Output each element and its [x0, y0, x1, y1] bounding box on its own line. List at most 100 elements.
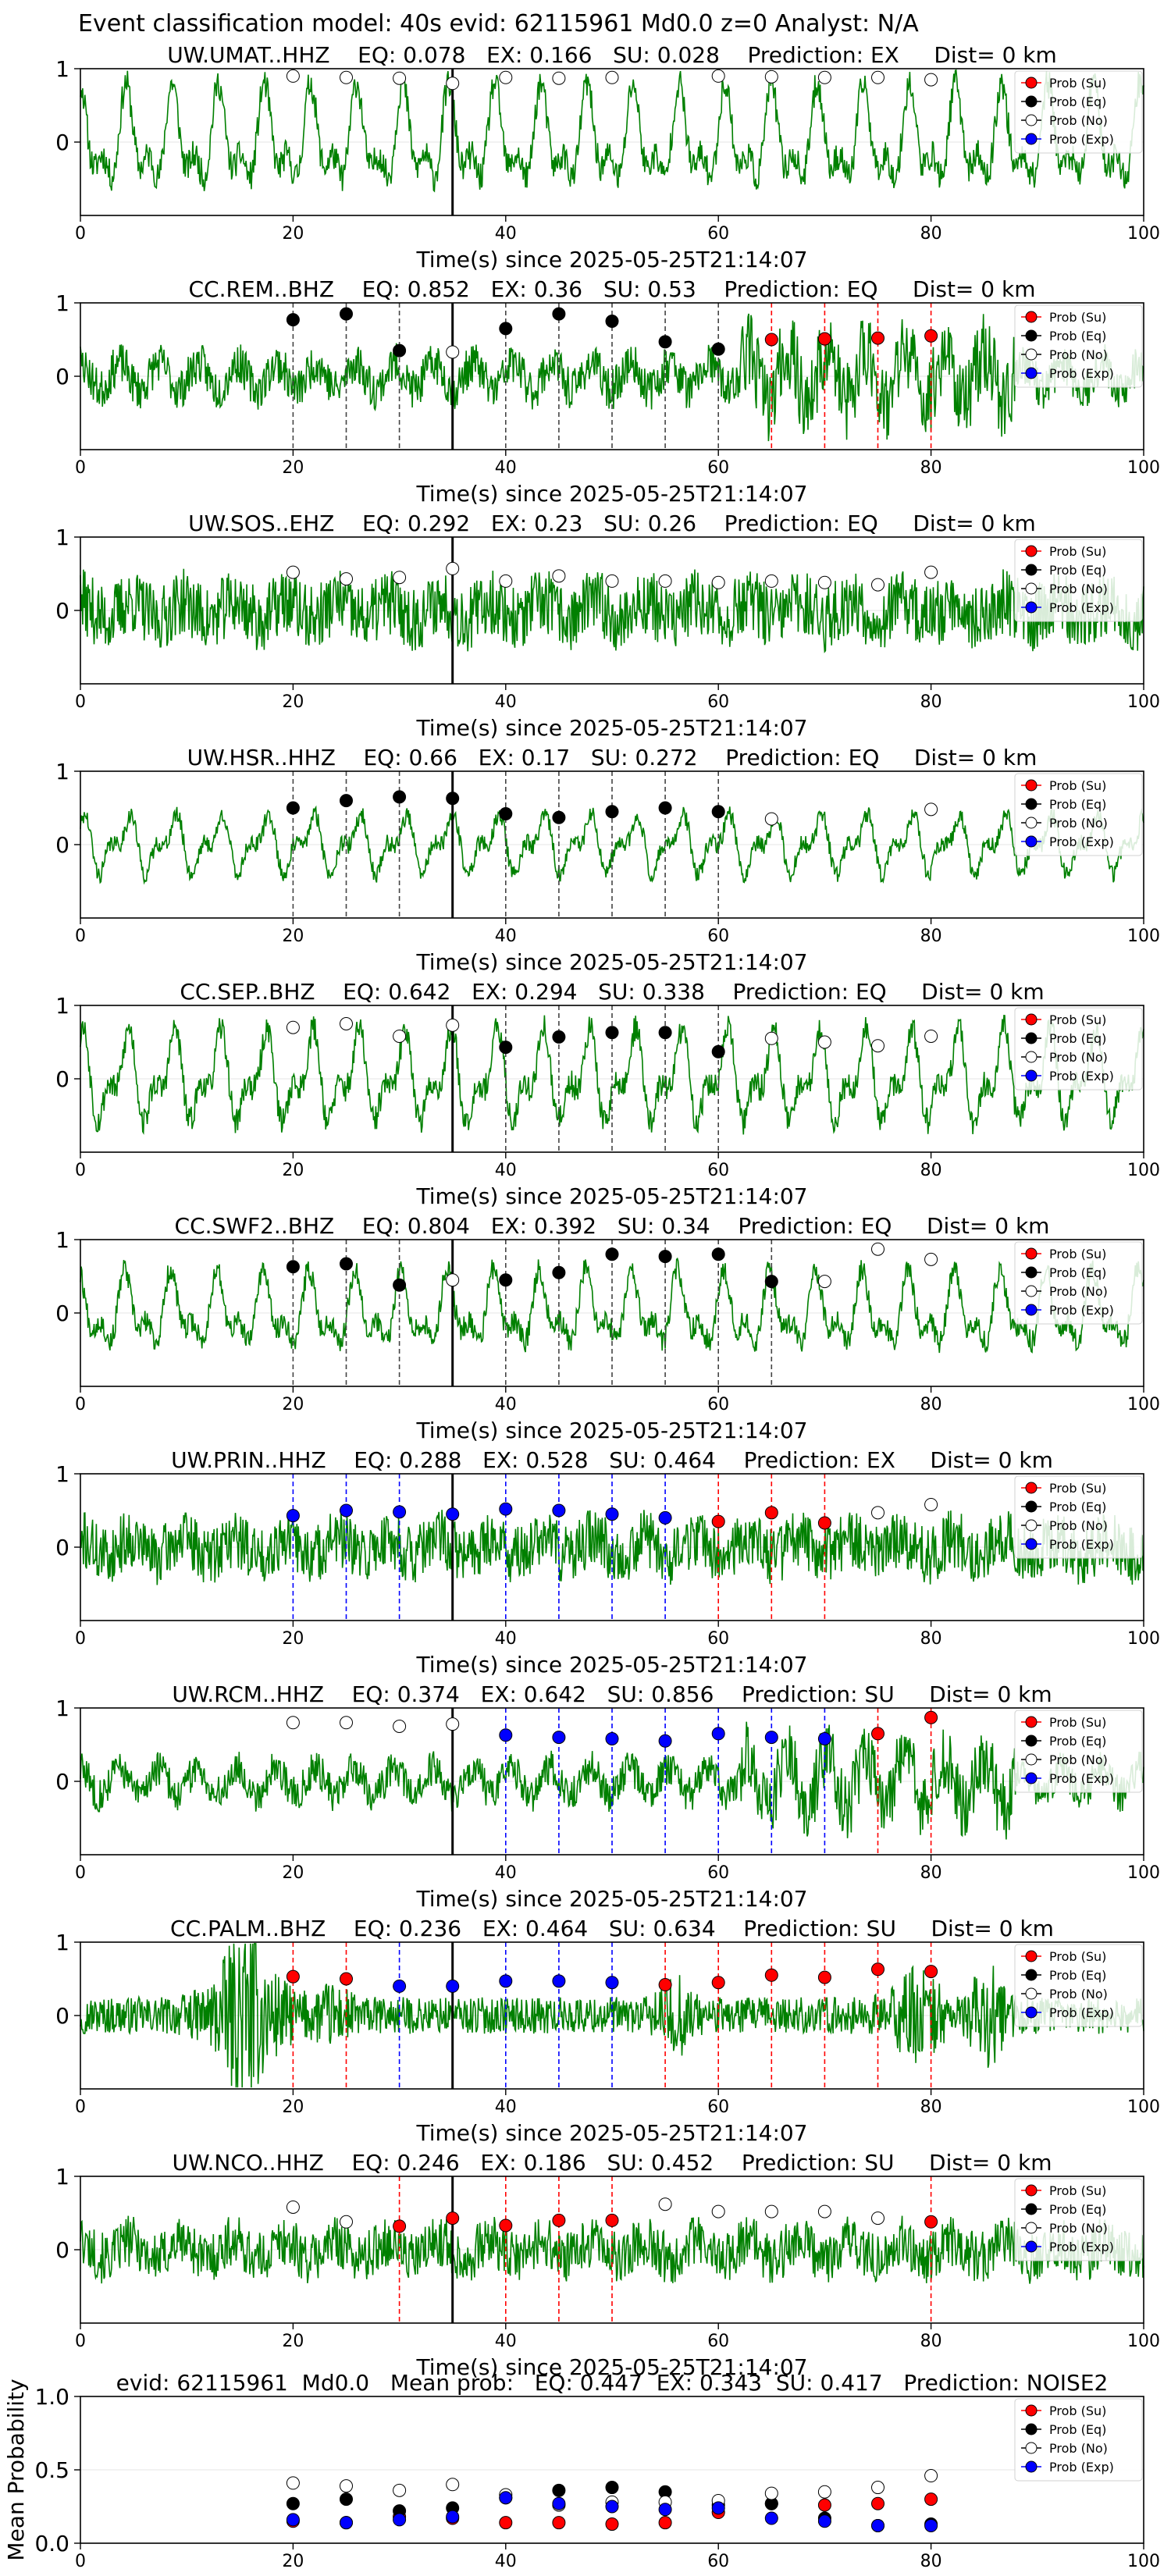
- x-tick-label: 60: [707, 2552, 729, 2571]
- panel-title: UW.SOS..EHZ EQ: 0.292 EX: 0.23 SU: 0.26 …: [188, 511, 1036, 536]
- prob-marker-no: [924, 1252, 938, 1266]
- prob-marker-no: [764, 69, 778, 84]
- legend-marker-no: [1025, 582, 1038, 595]
- prob-marker-no: [340, 1017, 353, 1030]
- prob-marker-no: [924, 565, 938, 579]
- prob-marker-exp: [552, 1731, 566, 1745]
- legend-marker-no: [1025, 348, 1038, 361]
- mean-prob-marker-exp: [286, 2513, 300, 2527]
- x-tick-label: 20: [282, 927, 304, 946]
- legend-label-exp: Prob (Exp): [1049, 132, 1114, 147]
- legend-label-eq: Prob (Eq): [1049, 563, 1106, 578]
- x-tick-label: 40: [495, 224, 517, 244]
- prob-marker-exp: [446, 1979, 460, 1993]
- prob-marker-eq: [552, 1265, 566, 1279]
- legend-label-exp: Prob (Exp): [1049, 2460, 1114, 2475]
- prob-marker-eq: [658, 1250, 672, 1264]
- prob-marker-eq: [552, 307, 566, 321]
- legend-marker-su: [1025, 1716, 1038, 1728]
- x-tick-label: 20: [282, 1395, 304, 1414]
- prob-marker-exp: [658, 1510, 672, 1525]
- mean-prob-marker-exp: [711, 2501, 725, 2515]
- mean-prob-marker-exp: [446, 2510, 460, 2524]
- mean-prob-marker-exp: [871, 2518, 884, 2532]
- prob-marker-eq: [499, 1273, 513, 1287]
- legend-label-eq: Prob (Eq): [1049, 797, 1106, 812]
- x-tick-label: 40: [495, 1863, 517, 1883]
- prob-marker-eq: [286, 1260, 300, 1274]
- prob-marker-no: [871, 1242, 884, 1256]
- mean-prob-marker-no: [340, 2479, 353, 2493]
- mean-prob-marker-su: [924, 2492, 938, 2507]
- legend-label-su: Prob (Su): [1049, 1012, 1106, 1027]
- mean-prob-marker-eq: [605, 2481, 619, 2495]
- legend-label-no: Prob (No): [1049, 1518, 1108, 1533]
- prob-marker-eq: [393, 1278, 407, 1292]
- y-tick-label: 0.0: [34, 2531, 69, 2556]
- legend-marker-eq: [1025, 1500, 1038, 1513]
- mean-prob-marker-exp: [764, 2511, 778, 2525]
- legend-marker-su: [1025, 311, 1038, 323]
- x-tick-label: 80: [920, 224, 942, 244]
- y-tick-label: 0: [55, 832, 69, 858]
- x-tick-label: 0: [75, 692, 86, 712]
- mean-prob-marker-no: [764, 2486, 778, 2500]
- prob-marker-eq: [605, 1247, 619, 1261]
- prob-marker-eq: [393, 343, 407, 358]
- legend-marker-exp: [1025, 835, 1038, 848]
- legend-label-exp: Prob (Exp): [1049, 366, 1114, 381]
- prob-marker-eq: [286, 313, 300, 327]
- mean-prob-marker-exp: [817, 2514, 831, 2528]
- x-tick-label: 40: [495, 1161, 517, 1180]
- legend-label-su: Prob (Su): [1049, 2183, 1106, 2198]
- x-tick-label: 40: [495, 458, 517, 478]
- x-tick-label: 0: [75, 2552, 86, 2571]
- x-axis-label: Time(s) since 2025-05-25T21:14:07: [415, 2120, 807, 2146]
- prob-marker-no: [764, 574, 778, 588]
- prob-marker-exp: [552, 1503, 566, 1517]
- x-tick-label: 80: [920, 1161, 942, 1180]
- prob-marker-eq: [711, 1247, 725, 1261]
- prob-marker-no: [286, 69, 300, 83]
- prob-marker-eq: [499, 807, 513, 821]
- legend-marker-exp: [1025, 1069, 1038, 1082]
- x-tick-label: 20: [282, 458, 304, 478]
- legend-marker-eq: [1025, 798, 1038, 810]
- legend-marker-no: [1025, 1051, 1038, 1063]
- legend-marker-exp: [1025, 1304, 1038, 1316]
- panel-title: UW.HSR..HHZ EQ: 0.66 EX: 0.17 SU: 0.272 …: [187, 745, 1038, 770]
- x-tick-label: 100: [1127, 2332, 1160, 2351]
- y-axis-label: Mean Probability: [3, 2379, 29, 2560]
- y-tick-label: 1.0: [34, 2384, 69, 2410]
- legend-marker-eq: [1025, 1266, 1038, 1279]
- x-tick-label: 60: [707, 1161, 729, 1180]
- prob-marker-exp: [658, 1734, 672, 1748]
- prob-marker-eq: [499, 322, 513, 336]
- legend-label-eq: Prob (Eq): [1049, 94, 1106, 109]
- x-tick-label: 20: [282, 224, 304, 244]
- legend-marker-su: [1025, 1482, 1038, 1494]
- panel-title: evid: 62115961 Md0.0 Mean prob: EQ: 0.44…: [116, 2370, 1109, 2396]
- panel-title: CC.SEP..BHZ EQ: 0.642 EX: 0.294 SU: 0.33…: [180, 979, 1044, 1005]
- x-tick-label: 20: [282, 2332, 304, 2351]
- x-tick-label: 60: [707, 927, 729, 946]
- x-axis-label: Time(s) since 2025-05-25T21:14:07: [415, 949, 807, 975]
- y-tick-label: 0: [55, 130, 69, 155]
- prob-marker-eq: [605, 315, 619, 328]
- x-tick-label: 100: [1127, 1863, 1160, 1883]
- legend-marker-su: [1025, 1950, 1038, 1962]
- x-tick-label: 0: [75, 2332, 86, 2351]
- x-tick-label: 60: [707, 1863, 729, 1883]
- legend-box: [1014, 1710, 1143, 1793]
- mean-prob-marker-su: [817, 2498, 831, 2512]
- legend-label-exp: Prob (Exp): [1049, 1303, 1114, 1318]
- y-tick-label: 0: [55, 1066, 69, 1092]
- mean-prob-marker-exp: [658, 2503, 672, 2517]
- legend-box: [1014, 1944, 1143, 2027]
- x-tick-label: 80: [920, 1395, 942, 1414]
- prob-marker-exp: [605, 1731, 619, 1745]
- prob-marker-eq: [764, 1275, 778, 1289]
- x-tick-label: 20: [282, 1161, 304, 1180]
- mean-prob-marker-su: [552, 2516, 566, 2530]
